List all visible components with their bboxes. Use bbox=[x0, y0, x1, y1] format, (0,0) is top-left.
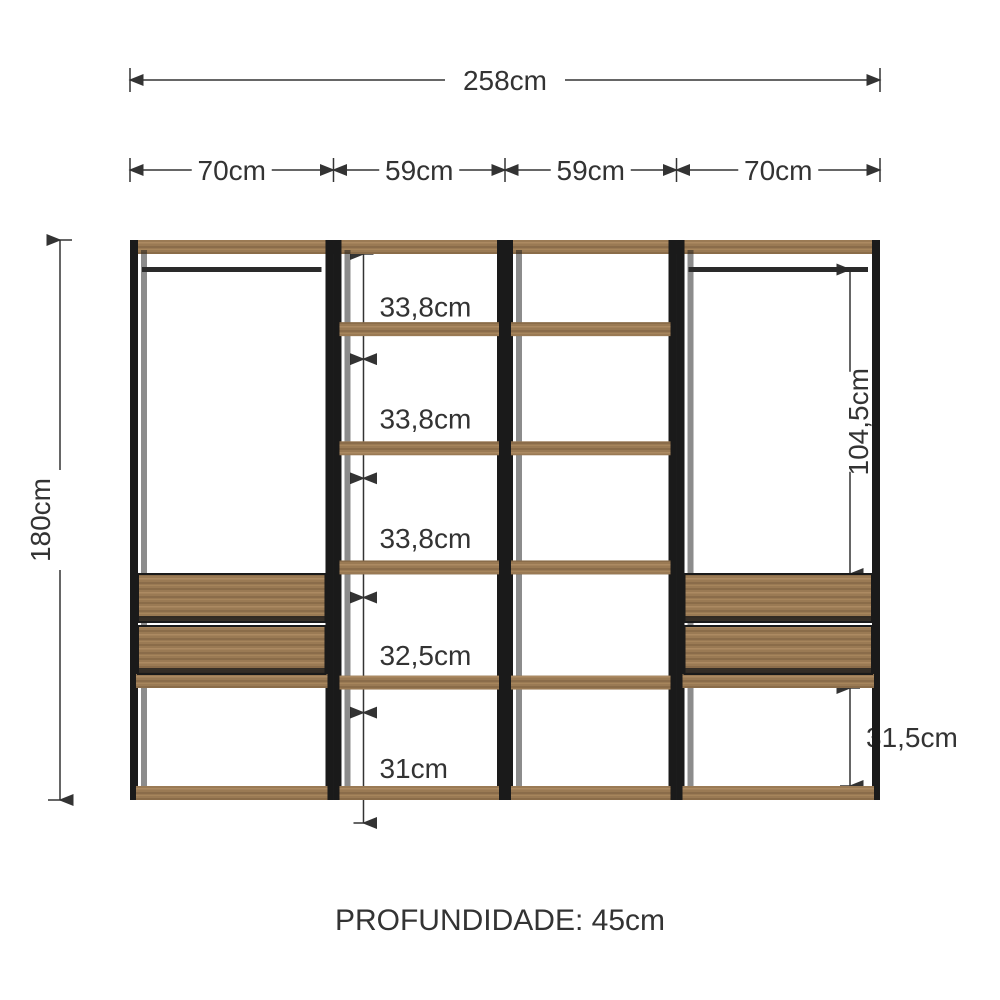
dim-shelf-gap-4: 31cm bbox=[379, 753, 447, 784]
shelf-2-0 bbox=[511, 676, 671, 690]
dim-shelf-gap-3: 32,5cm bbox=[379, 640, 471, 671]
depth-label: PROFUNDIDADE: 45cm bbox=[335, 904, 665, 937]
dim-shelf-gap-0: 33,8cm bbox=[379, 292, 471, 323]
dim-segment-0: 70cm bbox=[198, 155, 266, 186]
dim-shelf-gap-1: 33,8cm bbox=[379, 404, 471, 435]
drawer-0-1 bbox=[138, 574, 325, 622]
shelf-2-bottom bbox=[511, 786, 671, 800]
shelf-2-1 bbox=[511, 560, 671, 574]
drawer-base-shelf-3 bbox=[683, 674, 874, 688]
drawer-3-1 bbox=[685, 574, 872, 622]
shelf-2-3 bbox=[511, 322, 671, 336]
shelf-1-2 bbox=[339, 441, 499, 455]
dim-overall-height: 180cm bbox=[25, 478, 56, 562]
dim-overall-width: 258cm bbox=[463, 65, 547, 96]
shelf-2-2 bbox=[511, 441, 671, 455]
drawer-base-shelf-0 bbox=[136, 674, 327, 688]
bottom-shelf-3 bbox=[683, 786, 874, 800]
dim-hang-height: 104,5cm bbox=[843, 368, 874, 475]
shelf-1-0 bbox=[339, 676, 499, 690]
bottom-shelf-0 bbox=[136, 786, 327, 800]
dim-segment-3: 70cm bbox=[744, 155, 812, 186]
drawer-3-0 bbox=[685, 626, 872, 674]
shelf-1-1 bbox=[339, 560, 499, 574]
dim-segment-1: 59cm bbox=[385, 155, 453, 186]
shelf-1-bottom bbox=[339, 786, 499, 800]
dim-segment-2: 59cm bbox=[557, 155, 625, 186]
shelf-1-3 bbox=[339, 322, 499, 336]
dim-shelf-gap-2: 33,8cm bbox=[379, 523, 471, 554]
drawer-0-0 bbox=[138, 626, 325, 674]
